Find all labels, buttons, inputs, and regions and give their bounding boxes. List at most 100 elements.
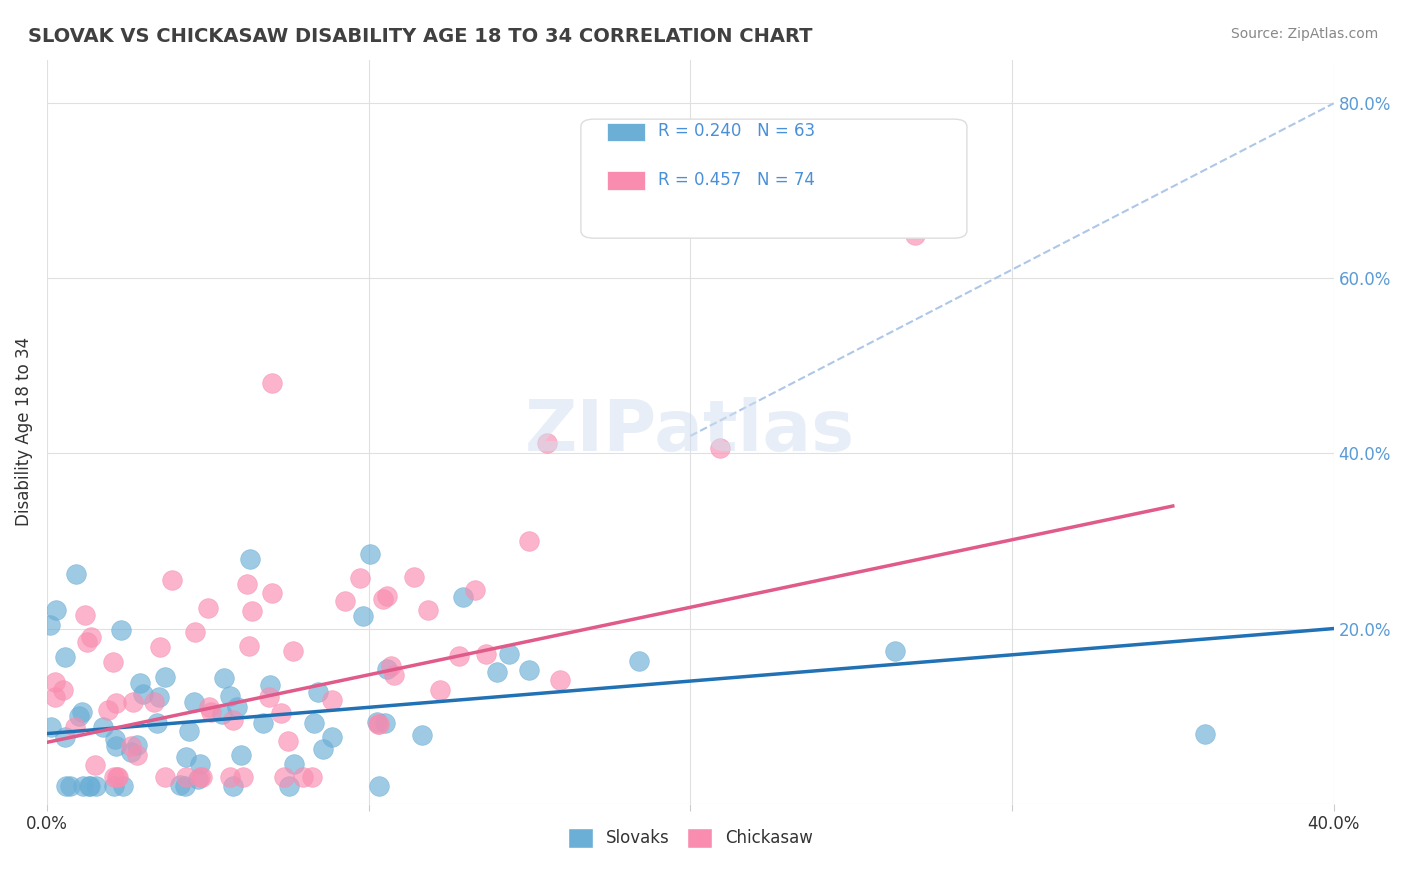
Chickasaw [416, 603, 439, 617]
Slovaks [120, 745, 142, 759]
Slovaks [219, 689, 242, 703]
Chickasaw [277, 734, 299, 748]
Bar [606, 171, 645, 190]
Slovaks [187, 772, 209, 786]
Chickasaw [219, 770, 242, 784]
Chickasaw [183, 625, 205, 640]
Chickasaw [281, 643, 304, 657]
Chickasaw [402, 570, 425, 584]
Text: Source: ZipAtlas.com: Source: ZipAtlas.com [1230, 27, 1378, 41]
Y-axis label: Disability Age 18 to 34: Disability Age 18 to 34 [15, 337, 32, 526]
Slovaks [59, 779, 82, 793]
Chickasaw [447, 648, 470, 663]
Chickasaw [375, 589, 398, 603]
Chickasaw [371, 592, 394, 607]
Chickasaw [475, 648, 498, 662]
Slovaks [84, 779, 107, 793]
Chickasaw [262, 376, 284, 391]
Slovaks [91, 720, 114, 734]
Chickasaw [240, 604, 263, 618]
Chickasaw [191, 770, 214, 784]
Chickasaw [120, 739, 142, 754]
Chickasaw [122, 695, 145, 709]
Chickasaw [260, 586, 283, 600]
Slovaks [104, 739, 127, 753]
Slovaks [169, 778, 191, 792]
Slovaks [627, 654, 650, 668]
Text: SLOVAK VS CHICKASAW DISABILITY AGE 18 TO 34 CORRELATION CHART: SLOVAK VS CHICKASAW DISABILITY AGE 18 TO… [28, 27, 813, 45]
Slovaks [321, 730, 343, 744]
Chickasaw [270, 706, 292, 720]
Chickasaw [125, 748, 148, 763]
Slovaks [174, 779, 197, 793]
Chickasaw [321, 693, 343, 707]
Slovaks [55, 779, 77, 793]
Chickasaw [197, 600, 219, 615]
Slovaks [145, 716, 167, 731]
Slovaks [302, 715, 325, 730]
Slovaks [307, 685, 329, 699]
Chickasaw [904, 227, 927, 242]
Slovaks [53, 649, 76, 664]
Slovaks [259, 678, 281, 692]
Slovaks [411, 728, 433, 742]
Chickasaw [80, 630, 103, 644]
Chickasaw [76, 635, 98, 649]
Slovaks [188, 756, 211, 771]
Slovaks [211, 707, 233, 722]
Chickasaw [105, 770, 128, 784]
Slovaks [883, 644, 905, 658]
Chickasaw [238, 639, 260, 653]
Chickasaw [153, 770, 176, 784]
Slovaks [277, 779, 299, 793]
Chickasaw [44, 674, 66, 689]
Chickasaw [221, 714, 243, 728]
Chickasaw [335, 594, 357, 608]
Slovaks [368, 779, 391, 793]
Slovaks [129, 676, 152, 690]
Slovaks [127, 738, 149, 752]
Chickasaw [174, 770, 197, 784]
Legend: Slovaks, Chickasaw: Slovaks, Chickasaw [561, 822, 820, 855]
Slovaks [111, 779, 134, 793]
Slovaks [283, 756, 305, 771]
Chickasaw [273, 770, 295, 784]
Slovaks [312, 742, 335, 756]
Slovaks [252, 716, 274, 731]
Chickasaw [368, 717, 391, 731]
Slovaks [221, 779, 243, 793]
Chickasaw [104, 696, 127, 710]
Slovaks [377, 662, 399, 676]
Slovaks [39, 618, 62, 632]
Slovaks [103, 779, 125, 793]
Slovaks [179, 724, 201, 739]
Slovaks [70, 705, 93, 719]
Slovaks [72, 779, 94, 793]
Chickasaw [519, 534, 541, 549]
Chickasaw [257, 690, 280, 705]
Slovaks [366, 715, 388, 730]
Chickasaw [103, 770, 125, 784]
Slovaks [45, 603, 67, 617]
Slovaks [225, 700, 247, 714]
Chickasaw [292, 770, 315, 784]
Slovaks [174, 749, 197, 764]
Slovaks [1194, 726, 1216, 740]
Bar [606, 123, 645, 142]
Chickasaw [107, 770, 129, 784]
Chickasaw [97, 703, 120, 717]
Chickasaw [429, 682, 451, 697]
Chickasaw [301, 770, 323, 784]
Slovaks [183, 695, 205, 709]
Chickasaw [235, 577, 257, 591]
Chickasaw [101, 655, 124, 669]
FancyBboxPatch shape [581, 120, 967, 238]
Text: R = 0.457   N = 74: R = 0.457 N = 74 [658, 171, 815, 189]
Slovaks [53, 731, 76, 745]
Slovaks [359, 547, 381, 561]
Slovaks [79, 779, 101, 793]
Text: ZIPatlas: ZIPatlas [526, 397, 855, 467]
Chickasaw [63, 720, 86, 734]
Slovaks [352, 609, 374, 624]
Chickasaw [232, 770, 254, 784]
